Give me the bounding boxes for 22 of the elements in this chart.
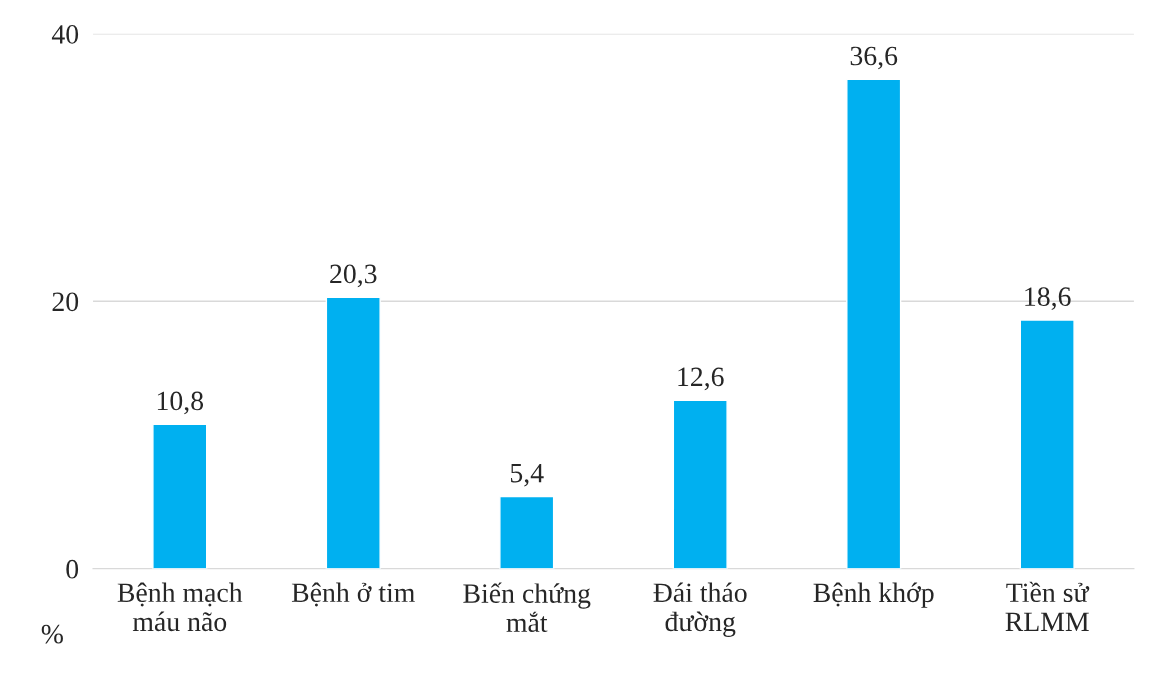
x-tick-label: Bệnh ở tim [291, 582, 415, 607]
bar [1019, 319, 1075, 569]
data-label: 12,6 [678, 367, 724, 391]
data-label: 36,6 [850, 46, 898, 70]
x-tick-label: Đái tháo đường [653, 582, 747, 637]
bar [325, 296, 381, 569]
x-tick-label: Biến chứng mắt [463, 582, 591, 633]
data-label: 20,3 [330, 264, 377, 288]
data-label: 5,4 [511, 463, 544, 487]
x-tick-label: Bệnh mạch máu não [117, 582, 243, 632]
x-tick-label: Bệnh khớp [813, 582, 934, 608]
bar [499, 495, 555, 569]
data-label: 18,6 [1025, 287, 1071, 311]
y-tick-label: 40 [51, 25, 79, 44]
bar [672, 399, 728, 569]
y-tick-label: 0 [66, 559, 79, 579]
y-axis-title: % [41, 624, 63, 644]
x-tick-label: Tiền sử RLMM [1005, 581, 1090, 631]
bar [846, 78, 902, 569]
bar [152, 423, 208, 569]
y-tick-label: 20 [52, 292, 79, 312]
data-label: 10,8 [157, 391, 204, 415]
